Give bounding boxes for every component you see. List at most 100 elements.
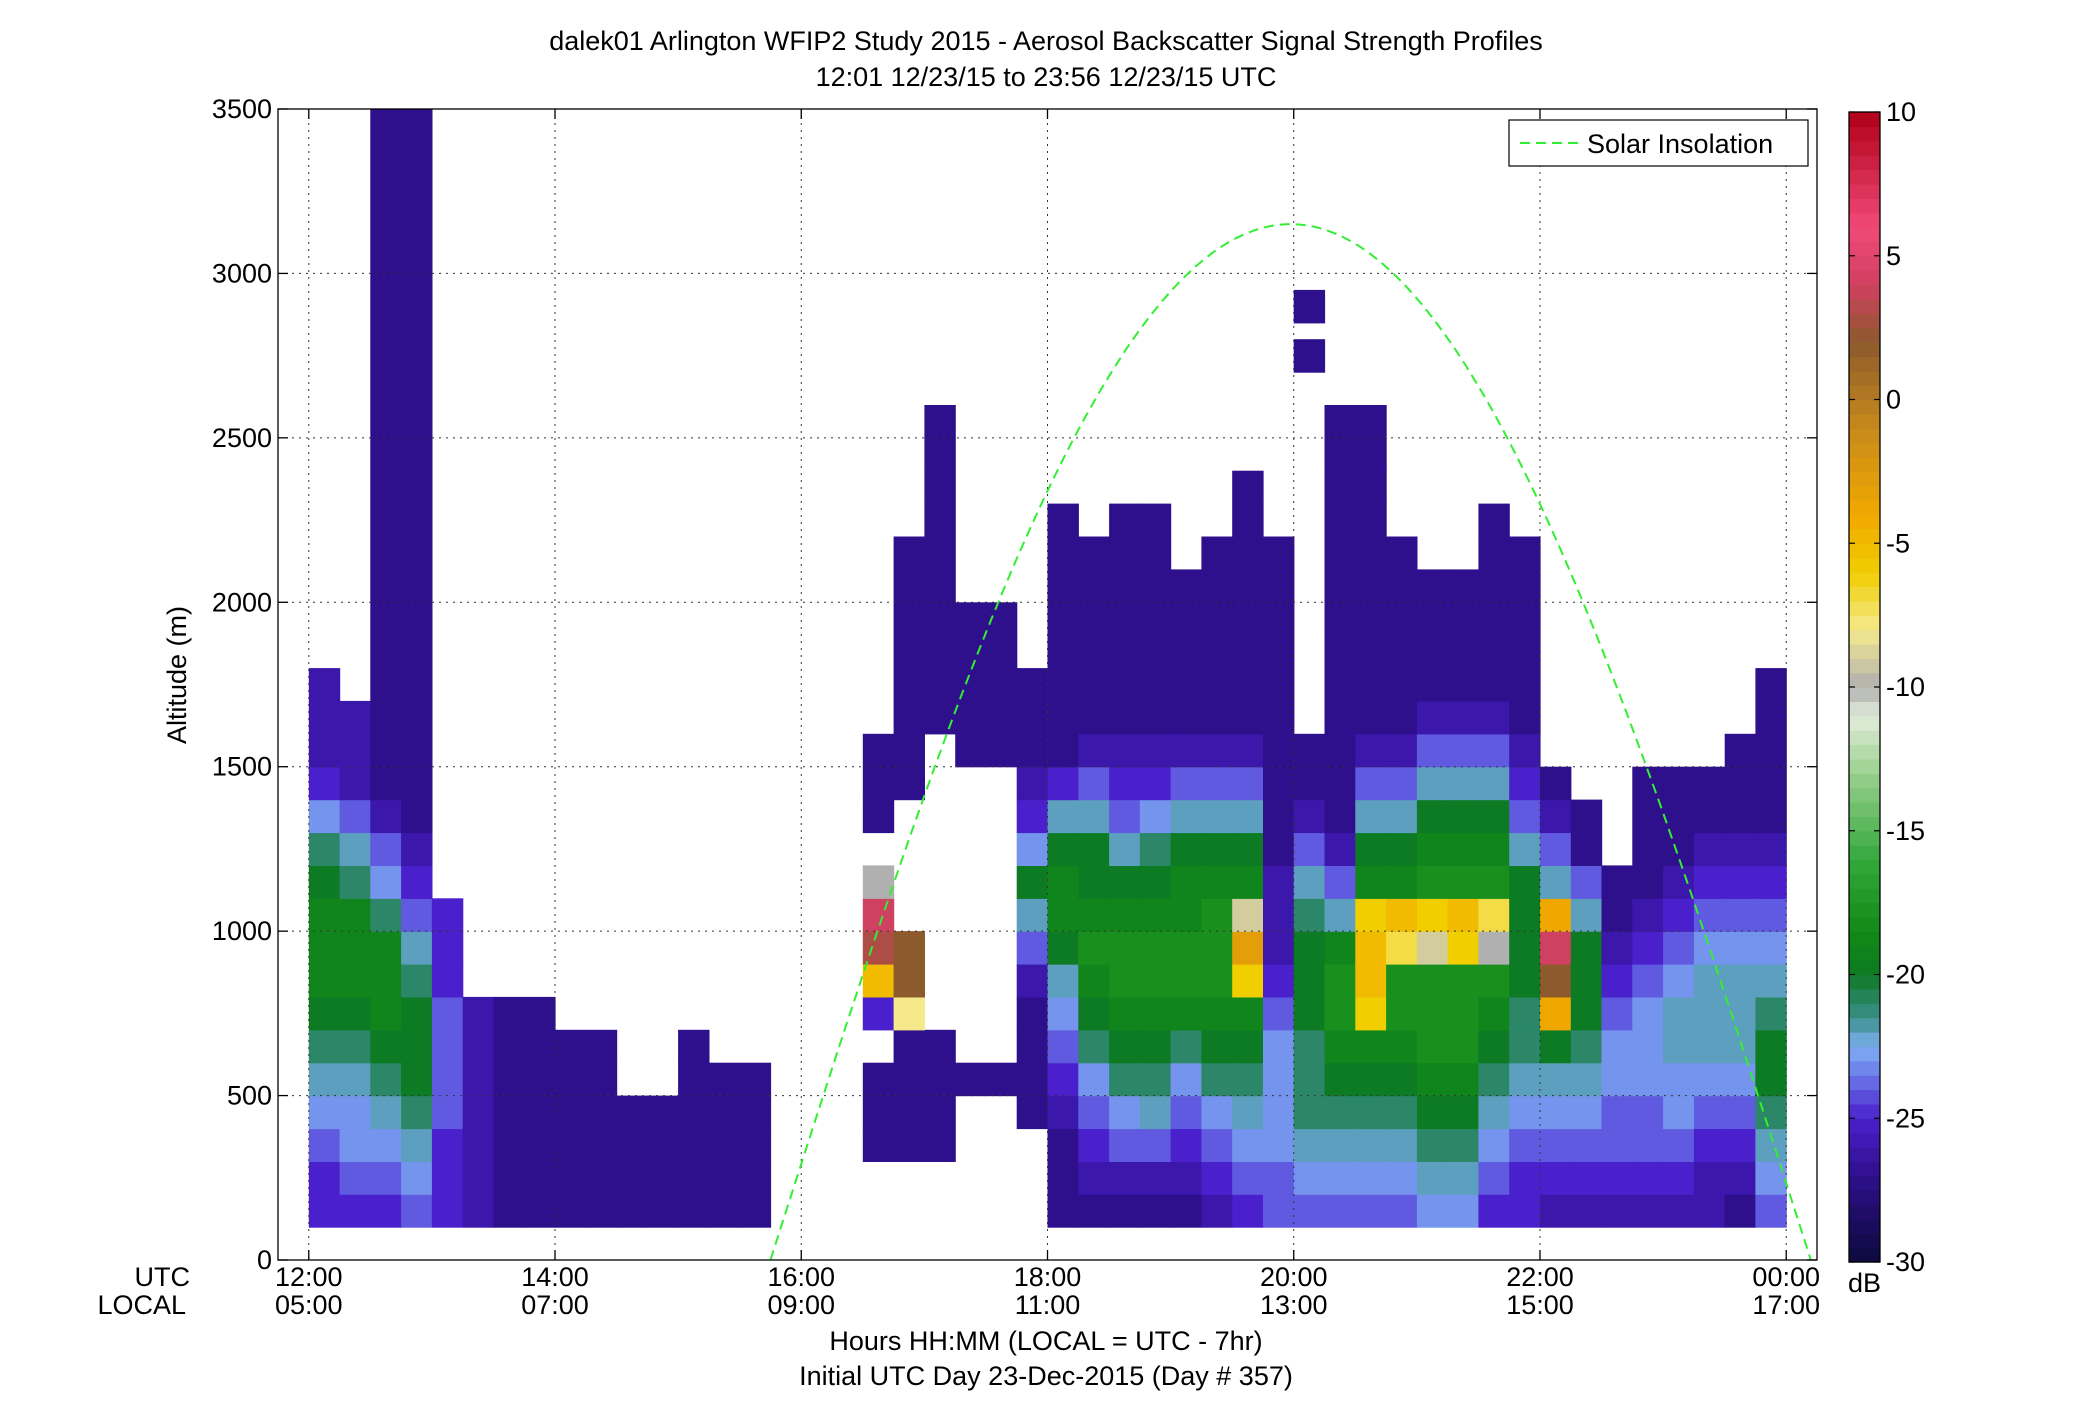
heatmap-cell [1693, 1095, 1726, 1130]
heatmap-cell [1447, 766, 1479, 801]
heatmap-cell [1232, 1062, 1264, 1097]
heatmap-cell [1109, 1194, 1141, 1228]
heatmap-cell [401, 306, 433, 340]
colorbar-segment [1849, 643, 1880, 659]
heatmap-cell [1355, 766, 1387, 801]
heatmap-cell [1386, 865, 1418, 899]
heatmap-cell [1447, 635, 1479, 669]
heatmap-cell [1540, 1128, 1572, 1162]
heatmap-cell [1170, 569, 1202, 603]
heatmap-cell [1632, 964, 1664, 998]
heatmap-cell [924, 1062, 956, 1097]
colorbar-segment [1849, 227, 1880, 242]
heatmap-cell [308, 898, 341, 932]
heatmap-cell [1263, 733, 1295, 768]
heatmap-cell [1447, 898, 1479, 932]
heatmap-cell [1724, 1029, 1757, 1064]
colorbar-segment [1849, 385, 1880, 401]
heatmap-cell [1509, 799, 1541, 834]
heatmap-cell [1355, 964, 1387, 998]
heatmap-cell [339, 1062, 371, 1097]
heatmap-cell [370, 931, 402, 965]
heatmap-cell [1755, 766, 1787, 801]
heatmap-cell [1201, 1029, 1233, 1064]
heatmap-cell [1416, 931, 1449, 965]
heatmap-cell [1109, 668, 1141, 702]
heatmap-cell [1632, 1194, 1664, 1228]
heatmap-cell [1540, 996, 1572, 1031]
y-tick-label: 2000 [212, 587, 272, 617]
colorbar-tick-label: -15 [1886, 816, 1925, 846]
heatmap-cell [339, 799, 371, 834]
heatmap-cell [585, 1062, 618, 1097]
heatmap-cell [1170, 766, 1202, 801]
heatmap-cell [1232, 898, 1264, 932]
heatmap-cell [1355, 1194, 1387, 1228]
heatmap-cell [370, 898, 402, 932]
heatmap-cell [1293, 1194, 1326, 1228]
heatmap-cell [708, 1161, 741, 1195]
heatmap-cell [462, 996, 495, 1031]
heatmap-cell [370, 733, 402, 768]
heatmap-cell [924, 569, 956, 603]
colorbar-segment [1849, 198, 1880, 214]
heatmap-cell [1386, 733, 1418, 768]
heatmap-cell [1416, 1062, 1449, 1097]
heatmap-cell [1232, 700, 1264, 735]
heatmap-cell [1601, 1095, 1633, 1130]
heatmap-cell [1078, 964, 1110, 998]
heatmap-cell [1293, 766, 1326, 801]
heatmap-cell [339, 898, 371, 932]
heatmap-cell [1663, 799, 1695, 834]
heatmap-cell [1416, 1194, 1449, 1228]
heatmap-cell [1201, 602, 1233, 636]
heatmap-cell [1478, 700, 1510, 735]
heatmap-cell [1355, 405, 1387, 439]
colorbar-segment [1849, 960, 1880, 976]
heatmap-cell [339, 733, 371, 768]
heatmap-cell [1663, 1095, 1695, 1130]
heatmap-cell [1201, 996, 1233, 1031]
heatmap-cell [1509, 1062, 1541, 1097]
heatmap-cell [1263, 964, 1295, 998]
colorbar-segment [1849, 1233, 1880, 1249]
heatmap-cell [1386, 1095, 1418, 1130]
heatmap-cell [1324, 766, 1356, 801]
heatmap-cell [1293, 339, 1326, 373]
heatmap-cell [1724, 766, 1757, 801]
heatmap-cell [370, 766, 402, 801]
heatmap-cell [370, 996, 402, 1031]
heatmap-cell [1201, 1095, 1233, 1130]
heatmap-cell [401, 339, 433, 373]
colorbar-segment [1849, 1147, 1880, 1162]
heatmap-cell [678, 1128, 710, 1162]
heatmap-cell [370, 1128, 402, 1162]
heatmap-cell [1540, 1194, 1572, 1228]
heatmap-cell [1170, 799, 1202, 834]
heatmap-cell [1755, 964, 1787, 998]
heatmap-cell [1724, 1194, 1757, 1228]
heatmap-cell [1663, 996, 1695, 1031]
heatmap-cell [1478, 503, 1510, 538]
heatmap-cell [1139, 602, 1172, 636]
x-tick-label-local: 15:00 [1506, 1290, 1574, 1320]
colorbar-segment [1849, 169, 1880, 185]
heatmap-cell [462, 1095, 495, 1130]
heatmap-cell [1386, 635, 1418, 669]
heatmap-cell [1447, 602, 1479, 636]
heatmap-cell [1447, 832, 1479, 866]
heatmap-cell [1263, 865, 1295, 899]
heatmap-cell [1324, 1194, 1356, 1228]
colorbar-segment [1849, 902, 1880, 918]
heatmap-cell [401, 1128, 433, 1162]
heatmap-cell [1232, 799, 1264, 834]
heatmap-cell [924, 470, 956, 505]
colorbar-segment [1849, 687, 1880, 702]
heatmap-cell [708, 1194, 741, 1228]
heatmap-cell [1755, 799, 1787, 834]
colorbar-segment [1849, 1032, 1880, 1047]
heatmap-cell [1047, 865, 1079, 899]
heatmap-cell [401, 273, 433, 307]
heatmap-cell [1078, 832, 1110, 866]
